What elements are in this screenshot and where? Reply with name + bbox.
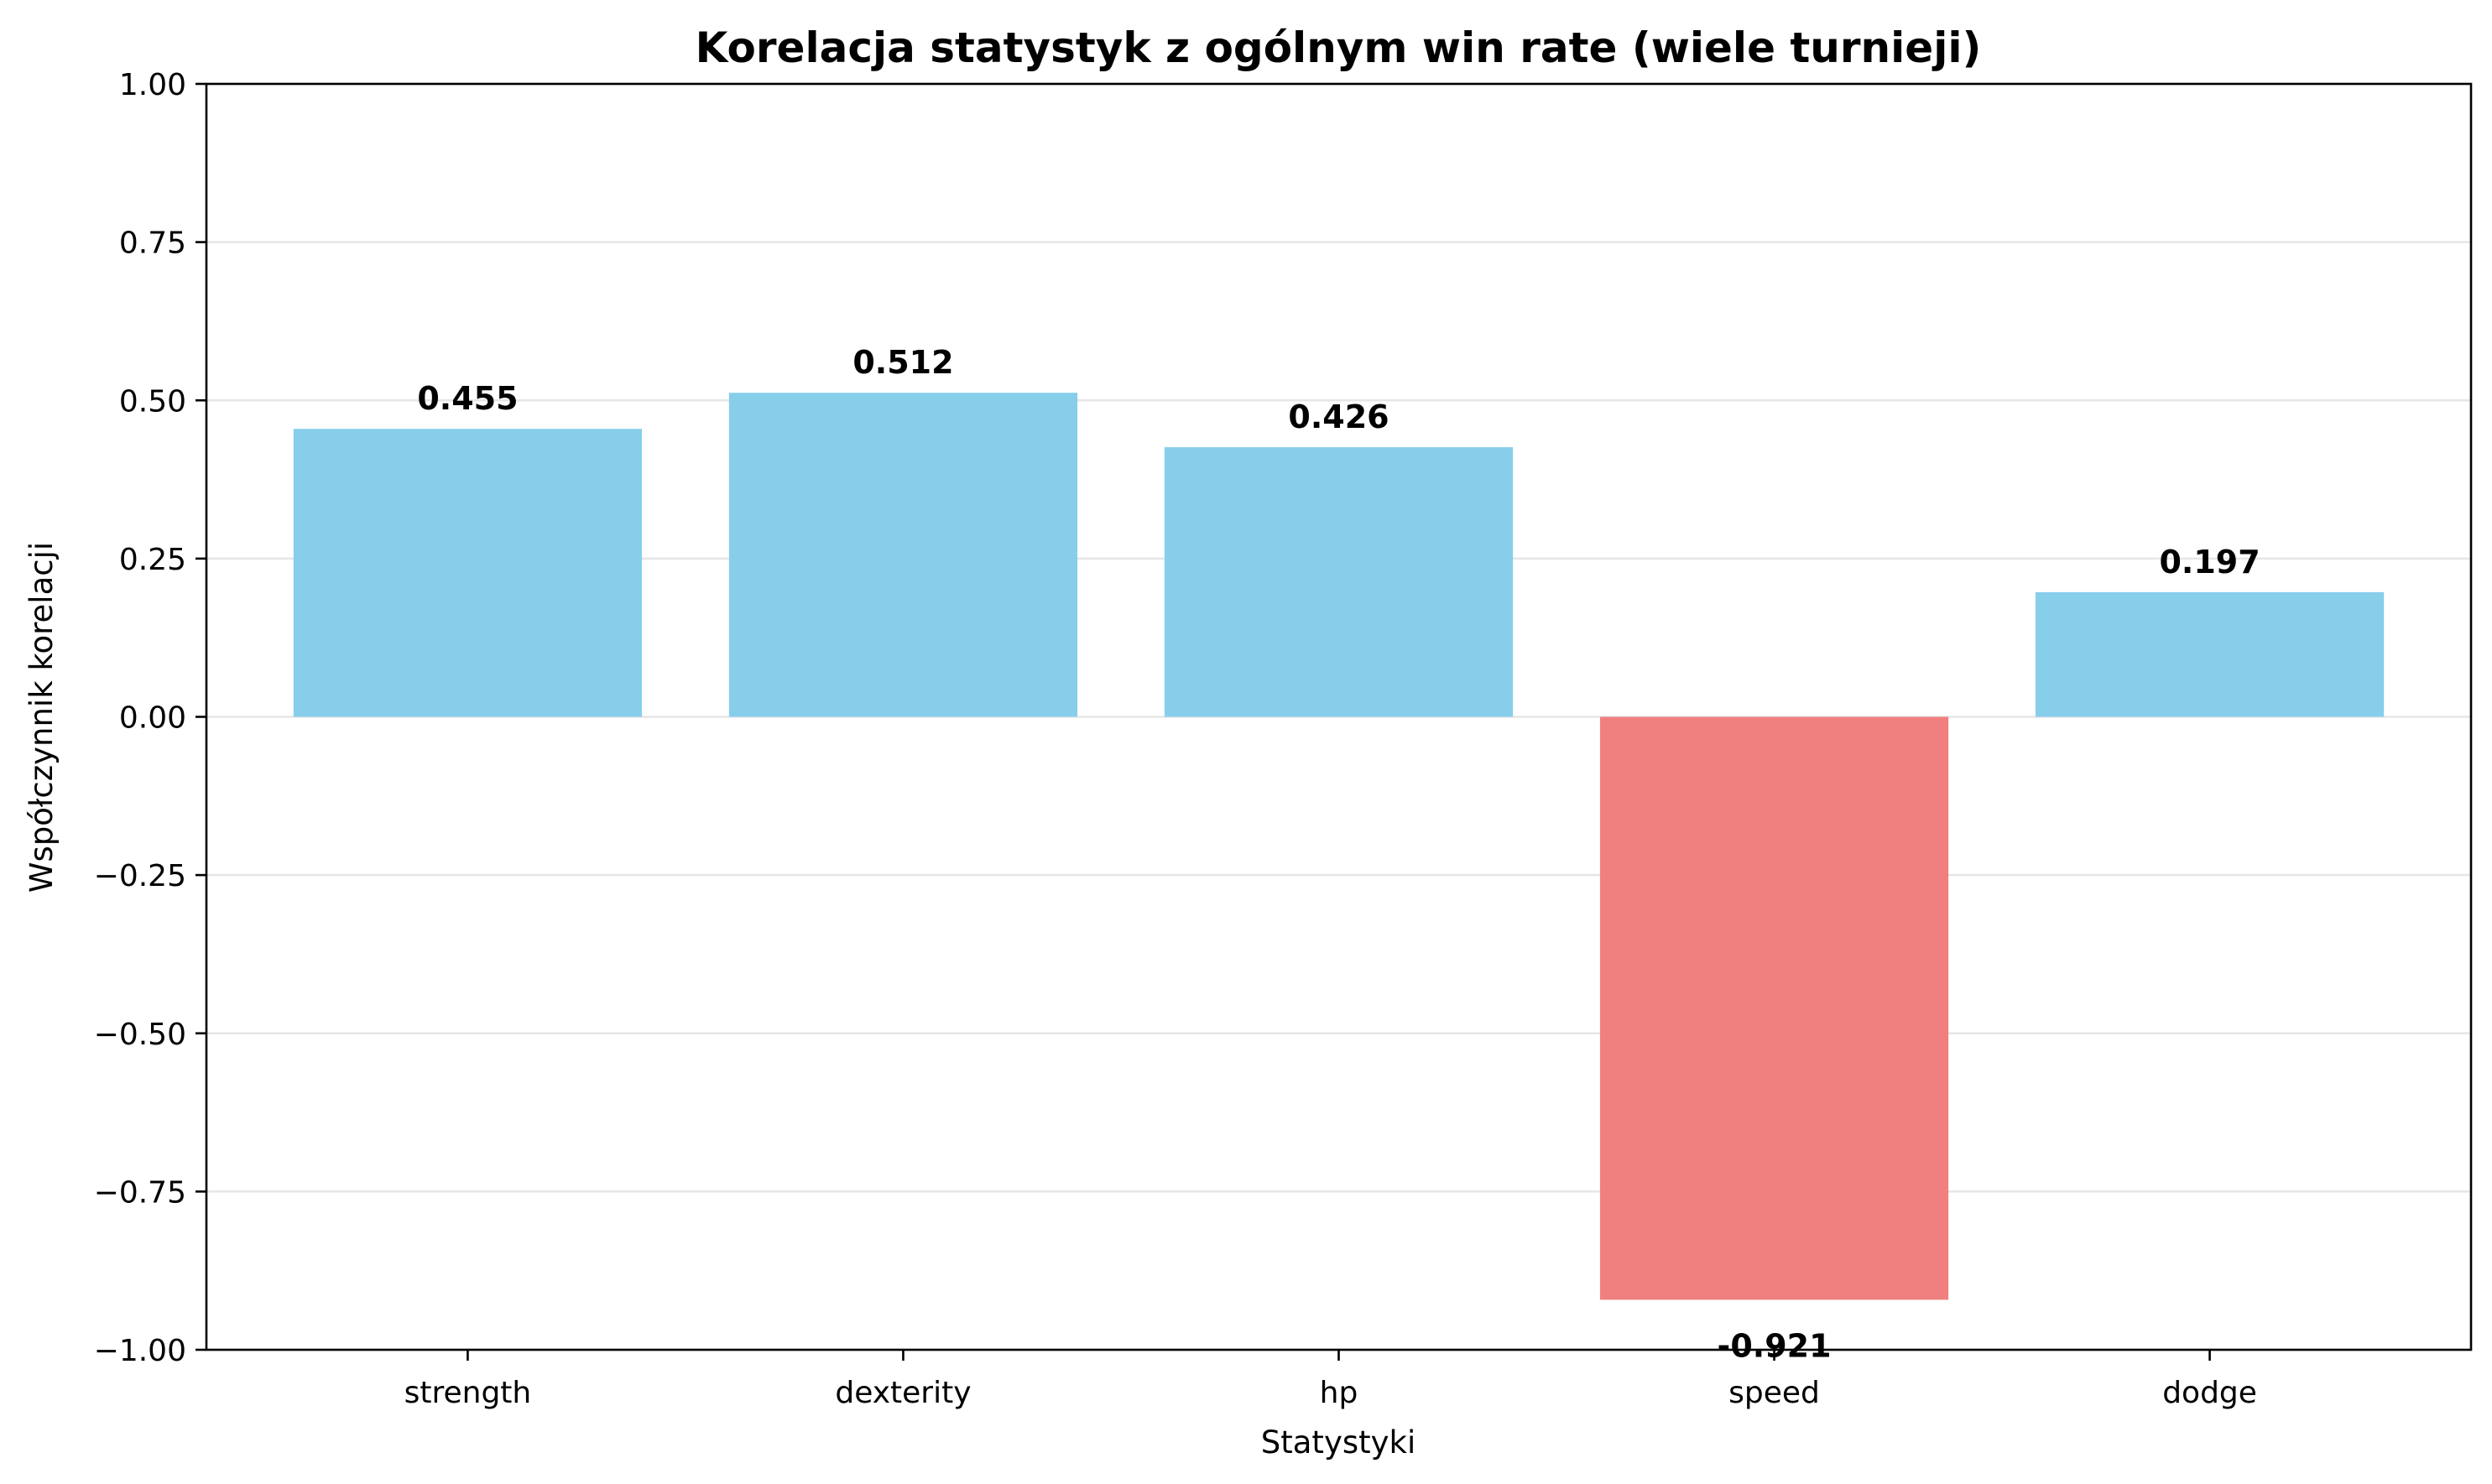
y-tick-label: 0.00 (119, 701, 186, 736)
x-tick-label-dexterity: dexterity (835, 1376, 971, 1410)
bar-hp (1164, 447, 1514, 717)
y-tick-label: −0.25 (94, 859, 186, 893)
chart-title: Korelacja statystyk z ogólnym win rate (… (696, 23, 1982, 72)
y-tick-label: −0.50 (94, 1018, 186, 1052)
x-tick-label-speed: speed (1728, 1376, 1820, 1410)
bar-speed (1599, 716, 1949, 1300)
bar-dexterity (728, 393, 1078, 717)
y-tick-label: 1.00 (119, 68, 186, 102)
value-label-hp: 0.426 (1288, 398, 1389, 435)
x-tick-label-hp: hp (1320, 1376, 1358, 1410)
x-axis-label: Statystyki (1261, 1424, 1415, 1461)
y-tick-label: 0.75 (119, 227, 186, 261)
y-axis-label: Współczynnik korelacji (23, 542, 60, 893)
bar-strength (293, 429, 643, 717)
x-tick-label-strength: strength (404, 1376, 532, 1410)
value-label-dodge: 0.197 (2159, 544, 2260, 581)
value-label-strength: 0.455 (417, 380, 518, 417)
y-tick-label: 0.25 (119, 543, 186, 577)
y-tick-label: −1.00 (94, 1334, 186, 1368)
y-tick-label: −0.75 (94, 1175, 186, 1210)
value-label-dexterity: 0.512 (852, 344, 953, 381)
x-tick-label-dodge: dodge (2162, 1376, 2257, 1410)
x-axis-ticks: strength dexterity hp speed dodge (404, 1350, 2257, 1410)
bar-value-labels: 0.455 0.512 0.426 -0.921 0.197 (417, 344, 2260, 1364)
bar-dodge (2035, 591, 2385, 717)
value-label-speed: -0.921 (1718, 1327, 1832, 1364)
bars (293, 393, 2385, 1300)
y-tick-label: 0.50 (119, 384, 186, 419)
y-axis-ticks: −1.00 −0.75 −0.50 −0.25 0.00 0.25 0.50 0.75 1.00 (94, 68, 206, 1368)
